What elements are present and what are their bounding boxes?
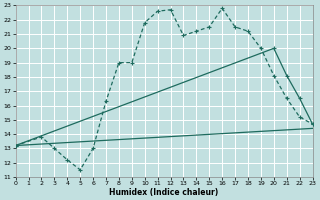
X-axis label: Humidex (Indice chaleur): Humidex (Indice chaleur)	[109, 188, 219, 197]
